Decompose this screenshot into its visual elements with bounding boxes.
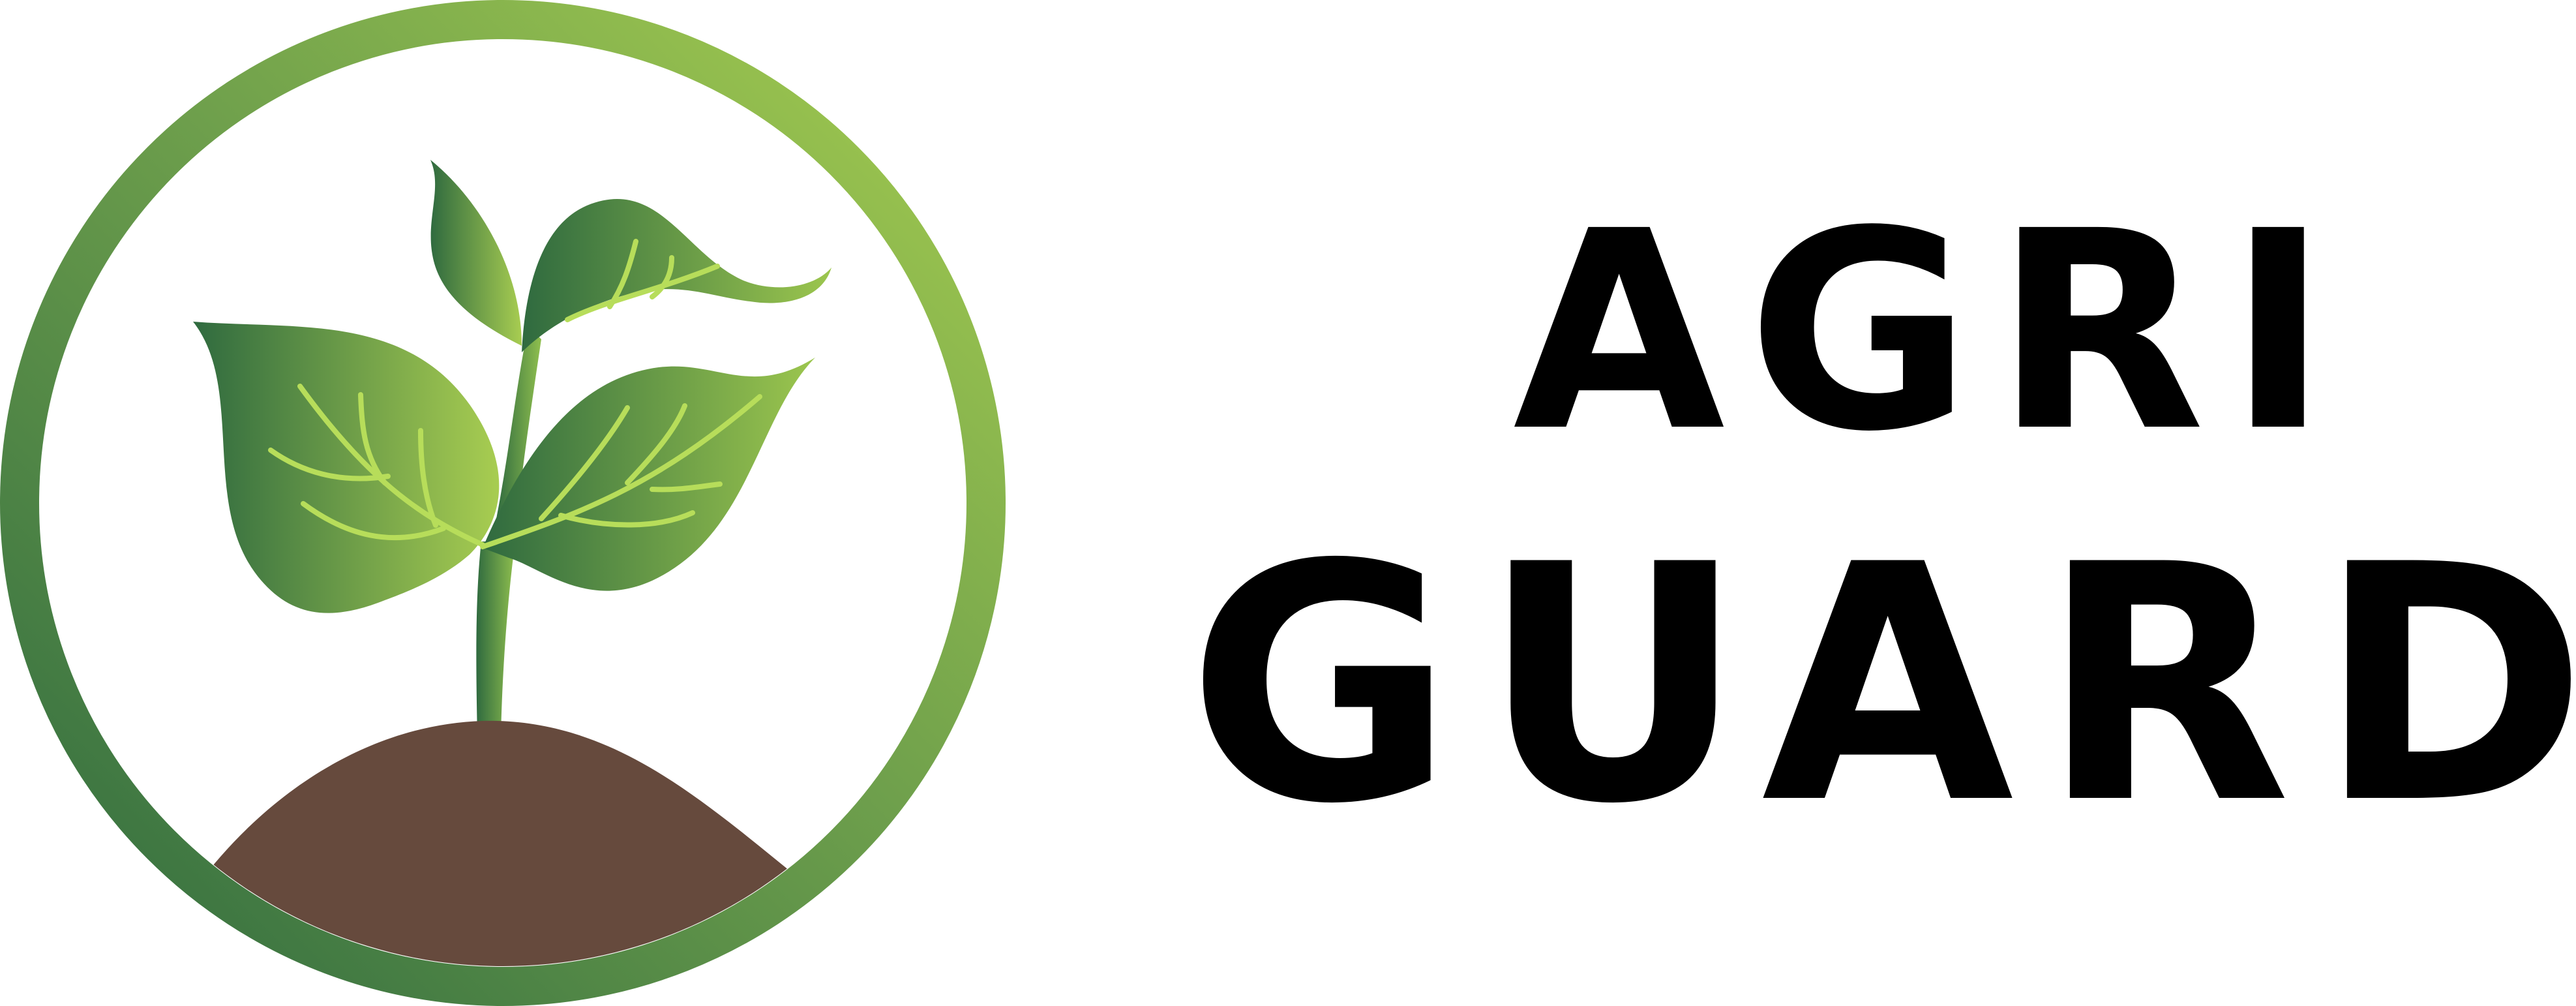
leaf-top — [522, 199, 831, 352]
emblem-ring — [0, 0, 1006, 1006]
wordmark: AGRI GUARD — [1187, 176, 2576, 861]
stem-upper — [496, 326, 541, 535]
sprout-in-circle-icon — [0, 0, 1006, 1006]
stem — [476, 541, 515, 737]
brand-line-1: AGRI — [1513, 173, 2352, 492]
leaf-left-veins — [268, 384, 485, 547]
leaf-top-veins — [565, 239, 720, 322]
leaf-small — [430, 160, 522, 346]
brand-line-2: GUARD — [1187, 495, 2576, 875]
leaf-left — [193, 322, 500, 613]
leaf-right-veins — [480, 394, 762, 549]
